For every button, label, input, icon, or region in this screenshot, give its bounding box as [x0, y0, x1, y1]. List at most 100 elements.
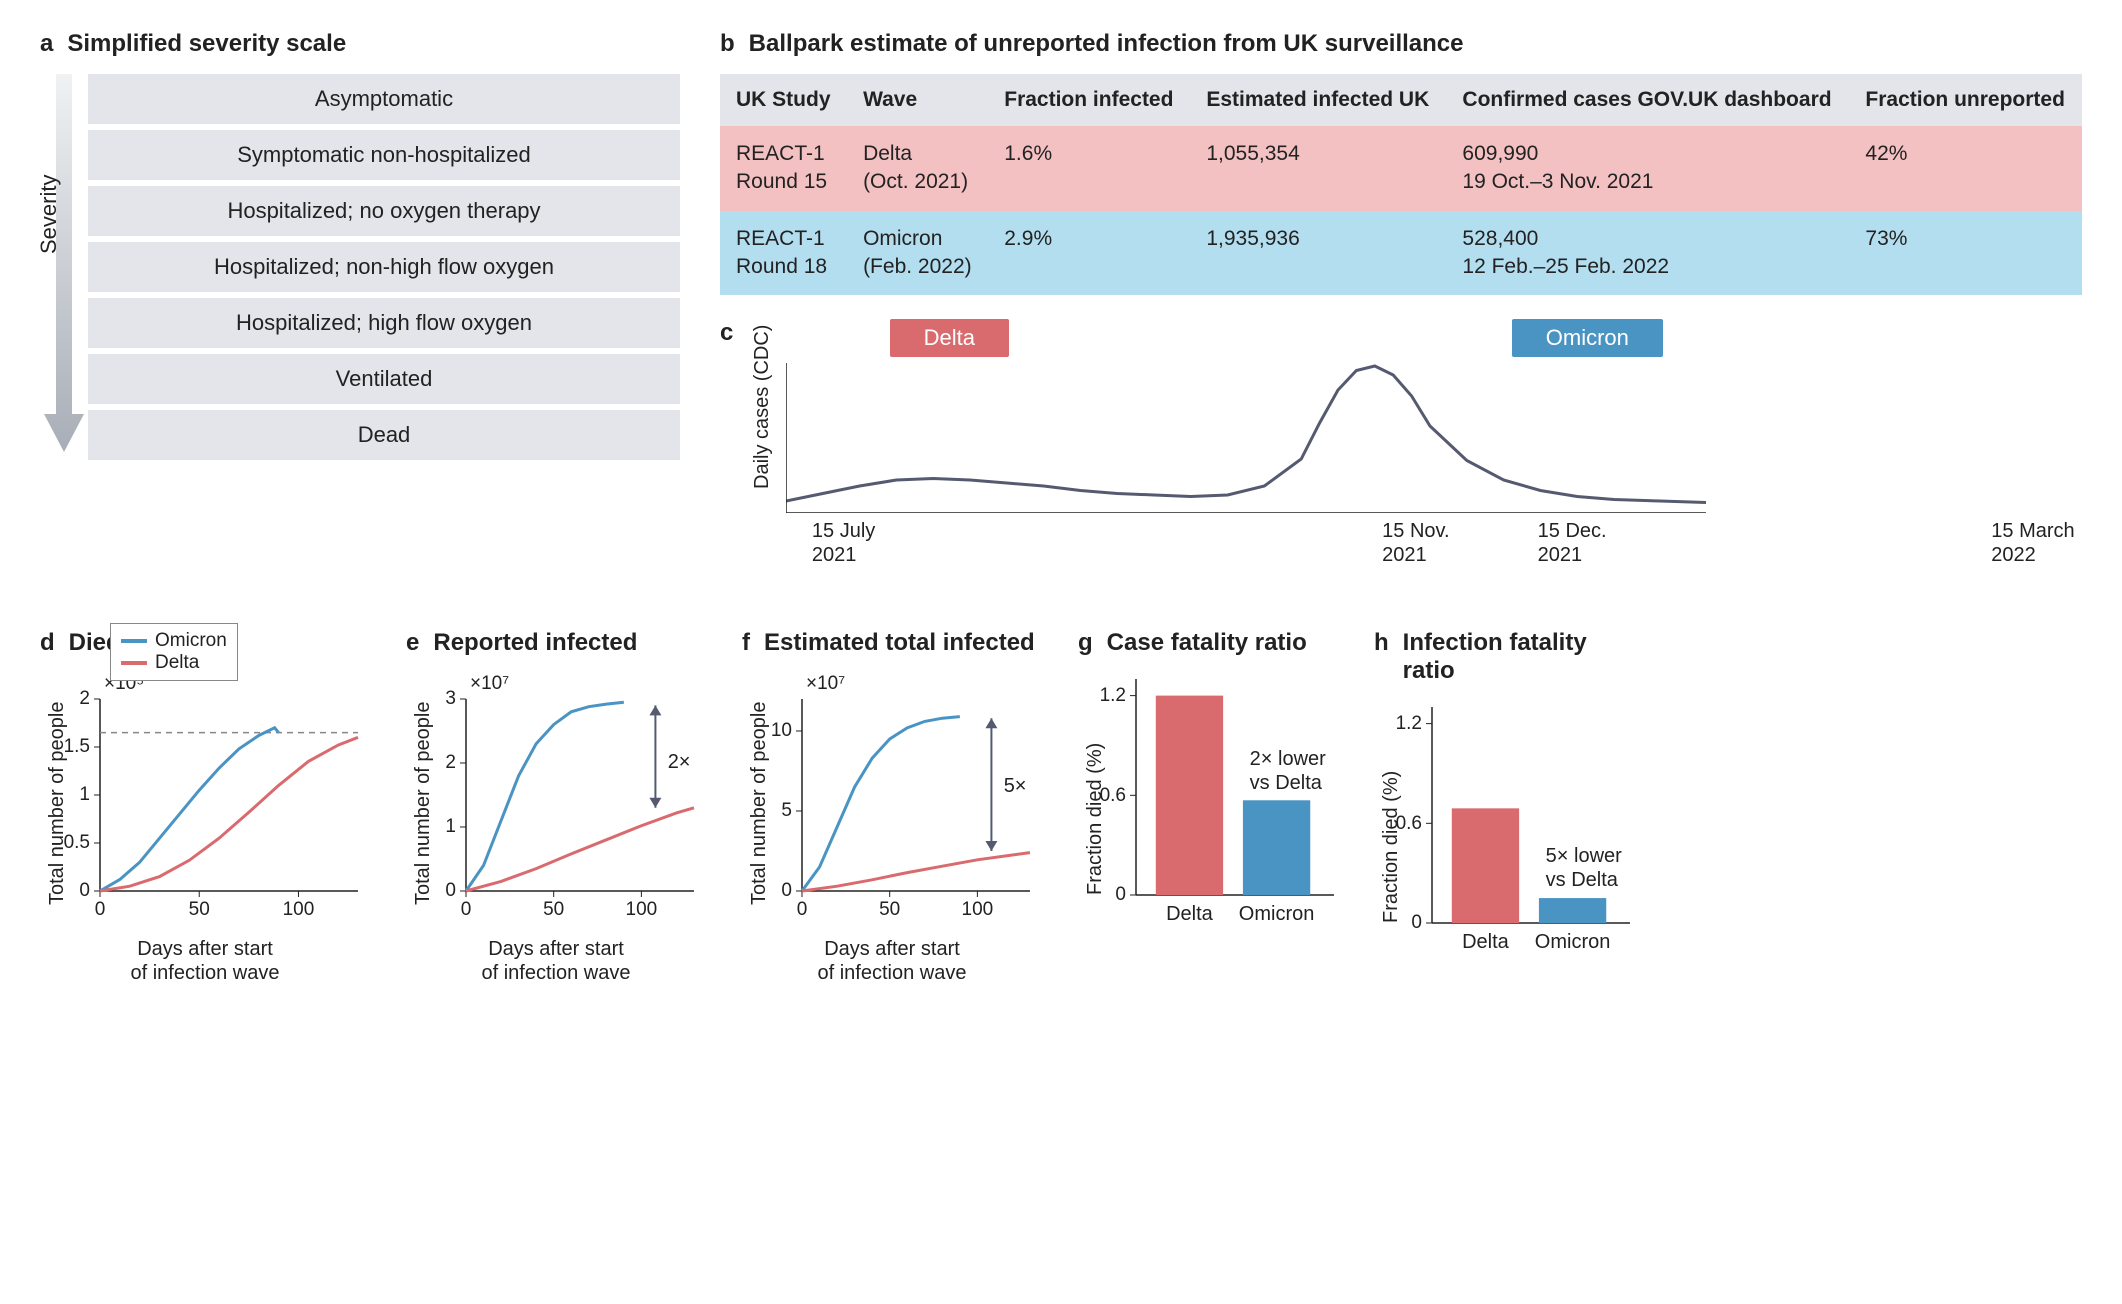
severity-item: Asymptomatic	[88, 74, 680, 124]
y-tick-label: 0	[781, 880, 792, 902]
panel-b-title: Ballpark estimate of unreported infectio…	[749, 30, 1464, 58]
annotation: 2×	[668, 751, 691, 774]
annotation: 5×	[1004, 775, 1027, 798]
table-row: REACT-1Round 15Delta(Oct. 2021)1.6%1,055…	[720, 126, 2082, 211]
x-axis-label: Days after startof infection wave	[742, 937, 1042, 985]
y-tick-label: 0.6	[1396, 813, 1422, 835]
y-tick-label: 10	[771, 720, 792, 742]
x-tick-label: 15 Dec.2021	[1538, 519, 1607, 567]
panel-title: Infection fatality ratio	[1403, 629, 1634, 685]
table-cell: 73%	[1849, 211, 2082, 296]
y-tick-label: 0	[1411, 912, 1422, 934]
panel-g: g Case fatality ratio Fraction died (%) 0 0.…	[1078, 629, 1338, 985]
table-cell: 1,935,936	[1190, 211, 1446, 296]
table-header: Wave	[847, 74, 988, 126]
y-tick-label: 1	[79, 784, 90, 806]
x-tick-label: 15 March2022	[1991, 519, 2074, 567]
y-axis-label: Total number of people	[46, 702, 69, 905]
x-tick-label: 100	[962, 899, 994, 921]
x-axis-label: Days after startof infection wave	[40, 937, 370, 985]
severity-arrow-label: Severity	[36, 175, 62, 254]
table-cell: Delta(Oct. 2021)	[847, 126, 988, 211]
x-axis-label: Days after startof infection wave	[406, 937, 706, 985]
panel-title: Reported infected	[433, 629, 637, 657]
y-tick-label: 5	[781, 800, 792, 822]
table-row: REACT-1Round 18Omicron(Feb. 2022)2.9%1,9…	[720, 211, 2082, 296]
table-cell: 2.9%	[988, 211, 1190, 296]
daily-cases-line	[786, 363, 1706, 513]
severity-scale-list: Asymptomatic Symptomatic non-hospitalized…	[88, 74, 680, 466]
table-cell: 1,055,354	[1190, 126, 1446, 211]
severity-item: Hospitalized; no oxygen therapy	[88, 186, 680, 236]
table-header: Confirmed cases GOV.UK dashboard	[1446, 74, 1849, 126]
y-tick-label: 0	[79, 880, 90, 902]
table-header: Fraction infected	[988, 74, 1190, 126]
exponent-label: ×10⁷	[470, 673, 509, 695]
table-cell: Omicron(Feb. 2022)	[847, 211, 988, 296]
y-tick-label: 1.2	[1396, 713, 1422, 735]
x-tick-label: 15 Nov.2021	[1382, 519, 1449, 567]
severity-item: Ventilated	[88, 354, 680, 404]
panel-letter: d	[40, 629, 55, 657]
panel-a-title: Simplified severity scale	[67, 30, 346, 58]
y-tick-label: 0	[445, 880, 456, 902]
table-cell: 528,40012 Feb.–25 Feb. 2022	[1446, 211, 1849, 296]
y-axis-label: Fraction died (%)	[1380, 771, 1403, 923]
bar-label: Delta	[1462, 931, 1509, 954]
panel-letter: h	[1374, 629, 1389, 657]
table-cell: 42%	[1849, 126, 2082, 211]
y-axis-label: Fraction died (%)	[1084, 743, 1107, 895]
panel-letter: f	[742, 629, 750, 657]
x-tick-label: 0	[95, 899, 106, 921]
table-cell: REACT-1Round 18	[720, 211, 847, 296]
panel-d: dDiedTotal number of people×10⁵00.511.52…	[40, 629, 370, 985]
panel-a-letter: a	[40, 30, 53, 58]
y-tick-label: 3	[445, 688, 456, 710]
y-tick-label: 2	[445, 752, 456, 774]
panel-c-timeseries-chart: Delta Omicron 15 July2021 15 Nov.2021 15 Dec…	[786, 319, 2082, 569]
x-tick-label: 0	[797, 899, 808, 921]
panel-title: Case fatality ratio	[1107, 629, 1307, 657]
severity-item: Symptomatic non-hospitalized	[88, 130, 680, 180]
panel-c-ylabel: Daily cases (CDC)	[751, 325, 774, 489]
x-tick-label: 100	[626, 899, 658, 921]
panel-letter: g	[1078, 629, 1093, 657]
severity-item: Hospitalized; non-high flow oxygen	[88, 242, 680, 292]
variant-badge: Delta	[890, 319, 1009, 357]
bar-label: Omicron	[1535, 931, 1611, 954]
annotation: 5× lowervs Delta	[1546, 844, 1622, 892]
table-cell: 1.6%	[988, 126, 1190, 211]
x-tick-label: 50	[879, 899, 900, 921]
panel-letter: e	[406, 629, 419, 657]
variant-badge: Omicron	[1512, 319, 1663, 357]
exponent-label: ×10⁷	[806, 673, 845, 695]
panel-f: fEstimated total infectedTotal number of…	[742, 629, 1042, 985]
panel-c-letter: c	[720, 319, 750, 569]
bar-label: Omicron	[1239, 903, 1315, 926]
y-tick-label: 1.5	[64, 736, 90, 758]
y-tick-label: 0	[1115, 884, 1126, 906]
x-tick-label: 15 July2021	[812, 519, 875, 567]
y-tick-label: 2	[79, 688, 90, 710]
x-tick-label: 100	[283, 899, 315, 921]
panel-a: a Simplified severity scale Severity Asy…	[40, 30, 680, 569]
severity-item: Hospitalized; high flow oxygen	[88, 298, 680, 348]
panel-h: h Infection fatality ratio Fraction died (…	[1374, 629, 1634, 985]
panel-b-letter: b	[720, 30, 735, 58]
uk-surveillance-table: UK StudyWaveFraction infectedEstimated i…	[720, 74, 2082, 295]
y-axis-label: Total number of people	[748, 702, 771, 905]
y-tick-label: 0.6	[1100, 785, 1126, 807]
legend-item: Omicron	[121, 630, 227, 652]
severity-item: Dead	[88, 410, 680, 460]
legend: OmicronDelta	[110, 623, 238, 681]
table-header: Estimated infected UK	[1190, 74, 1446, 126]
y-tick-label: 1	[445, 816, 456, 838]
panel-e: eReported infectedTotal number of people…	[406, 629, 706, 985]
annotation: 2× lowervs Delta	[1250, 747, 1326, 795]
x-tick-label: 0	[461, 899, 472, 921]
severity-arrow-icon	[40, 74, 88, 454]
y-tick-label: 0.5	[64, 832, 90, 854]
table-cell: REACT-1Round 15	[720, 126, 847, 211]
y-tick-label: 1.2	[1100, 685, 1126, 707]
bar-label: Delta	[1166, 903, 1213, 926]
